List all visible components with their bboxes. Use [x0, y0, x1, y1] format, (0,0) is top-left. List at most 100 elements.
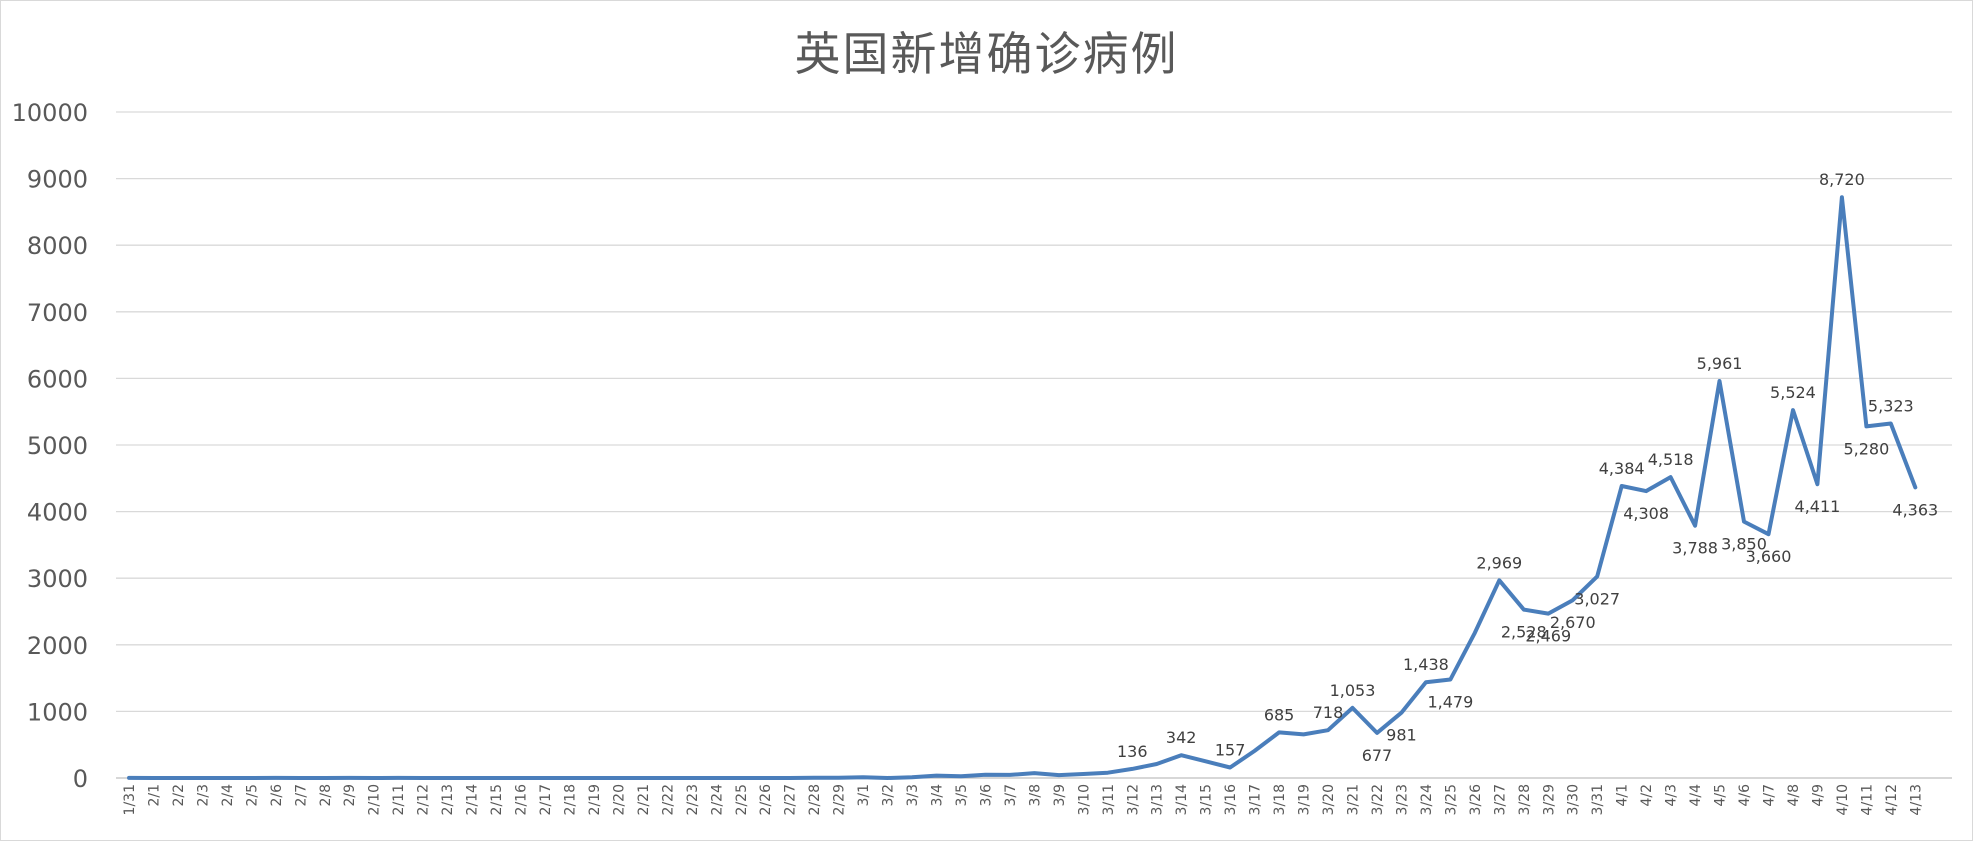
x-tick-label: 3/22	[1370, 784, 1386, 815]
x-tick-label: 4/3	[1664, 784, 1680, 807]
x-tick-label: 2/27	[783, 784, 799, 815]
x-tick-label: 3/29	[1541, 784, 1557, 815]
x-tick-label: 2/18	[562, 784, 578, 815]
x-tick-label: 2/26	[758, 784, 774, 816]
data-label: 5,961	[1697, 354, 1743, 373]
data-label: 5,524	[1770, 383, 1816, 402]
y-tick-label: 7000	[27, 299, 88, 327]
data-label: 677	[1362, 746, 1393, 765]
x-tick-label: 2/10	[367, 784, 383, 815]
x-axis: 1/31 2/1 2/2 2/3 2/4 2/5 2/6 2/7 2/8 2/9 2/10 2/11 2…	[122, 784, 1924, 816]
y-axis: 0 1000 2000 3000 4000 5000 6000 7000 8000 9000 100…	[12, 99, 88, 793]
x-tick-label: 3/18	[1272, 784, 1288, 815]
x-tick-label: 2/4	[220, 784, 236, 807]
y-tick-label: 9000	[27, 166, 88, 194]
x-tick-label: 4/4	[1688, 784, 1704, 807]
x-tick-label: 4/1	[1615, 784, 1631, 807]
y-tick-label: 4000	[27, 499, 88, 527]
data-label: 685	[1264, 705, 1295, 724]
x-tick-label: 2/15	[489, 784, 505, 815]
data-label: 4,411	[1795, 497, 1841, 516]
x-tick-label: 3/1	[856, 784, 872, 807]
x-tick-label: 3/8	[1027, 784, 1043, 807]
data-label: 2,528	[1501, 623, 1547, 642]
chart-title: 英国新增确诊病例	[794, 27, 1179, 81]
data-label: 4,384	[1599, 459, 1645, 478]
x-tick-label: 2/29	[832, 784, 848, 815]
gridlines	[116, 111, 1952, 779]
x-tick-label: 2/9	[342, 784, 358, 807]
x-tick-label: 4/13	[1908, 784, 1924, 815]
x-tick-label: 3/28	[1517, 784, 1533, 815]
x-tick-label: 4/6	[1737, 784, 1753, 807]
x-tick-label: 3/6	[978, 784, 994, 807]
x-tick-label: 2/25	[734, 784, 750, 815]
x-tick-label: 2/12	[416, 784, 432, 815]
x-tick-label: 2/13	[440, 784, 456, 815]
x-tick-label: 3/4	[930, 784, 946, 807]
x-tick-label: 3/17	[1248, 784, 1264, 815]
data-label: 3,660	[1746, 547, 1792, 566]
data-label: 4,363	[1892, 500, 1938, 519]
x-tick-label: 2/8	[318, 784, 334, 807]
y-tick-label: 6000	[27, 365, 88, 393]
y-tick-label: 10000	[12, 99, 88, 127]
x-tick-label: 3/25	[1443, 784, 1459, 815]
x-tick-label: 3/2	[881, 784, 897, 807]
x-tick-label: 2/22	[660, 784, 676, 815]
x-tick-label: 2/20	[611, 784, 627, 815]
data-label: 2,670	[1550, 613, 1596, 632]
data-label: 3,850	[1721, 535, 1767, 554]
x-tick-label: 3/16	[1223, 784, 1239, 816]
x-tick-label: 2/1	[146, 784, 162, 807]
data-label: 3,788	[1672, 539, 1718, 558]
x-tick-label: 3/9	[1052, 784, 1068, 807]
data-label: 4,308	[1623, 504, 1669, 523]
x-tick-label: 4/9	[1810, 784, 1826, 807]
x-tick-label: 2/17	[538, 784, 554, 815]
x-tick-label: 2/28	[807, 784, 823, 815]
y-tick-label: 2000	[27, 632, 88, 660]
x-tick-label: 3/31	[1590, 784, 1606, 815]
x-tick-label: 2/3	[195, 784, 211, 807]
x-tick-label: 3/11	[1101, 784, 1117, 815]
x-tick-label: 3/26	[1468, 784, 1484, 816]
x-tick-label: 3/13	[1150, 784, 1166, 815]
x-tick-label: 2/16	[514, 784, 530, 816]
data-label: 157	[1215, 741, 1246, 760]
x-tick-label: 2/11	[391, 784, 407, 815]
x-tick-label: 3/3	[905, 784, 921, 807]
x-tick-label: 2/14	[465, 784, 481, 816]
y-tick-label: 5000	[27, 432, 88, 460]
x-tick-label: 3/20	[1321, 784, 1337, 815]
x-tick-label: 2/24	[709, 784, 725, 816]
data-label: 3,027	[1574, 589, 1620, 608]
x-tick-label: 3/24	[1419, 784, 1435, 816]
x-tick-label: 2/7	[293, 784, 309, 807]
x-tick-label: 3/23	[1394, 784, 1410, 815]
data-label: 4,518	[1648, 450, 1694, 469]
x-tick-label: 4/10	[1835, 784, 1851, 815]
x-tick-label: 3/21	[1346, 784, 1362, 815]
x-tick-label: 4/7	[1761, 784, 1777, 807]
x-tick-label: 4/2	[1639, 784, 1655, 807]
x-tick-label: 3/14	[1174, 784, 1190, 816]
x-tick-label: 2/2	[171, 784, 187, 807]
data-label: 5,323	[1868, 396, 1914, 415]
x-tick-label: 2/6	[269, 784, 285, 807]
x-tick-label: 3/12	[1125, 784, 1141, 815]
y-tick-label: 3000	[27, 565, 88, 593]
x-tick-label: 2/23	[685, 784, 701, 815]
x-tick-label: 3/7	[1003, 784, 1019, 807]
data-label: 718	[1313, 703, 1344, 722]
x-tick-label: 3/5	[954, 784, 970, 807]
data-label: 5,280	[1843, 439, 1889, 458]
x-tick-label: 1/31	[122, 784, 138, 815]
x-tick-label: 2/5	[244, 784, 260, 807]
y-tick-label: 1000	[27, 698, 88, 726]
x-tick-label: 3/19	[1297, 784, 1313, 815]
x-tick-label: 4/11	[1859, 784, 1875, 815]
